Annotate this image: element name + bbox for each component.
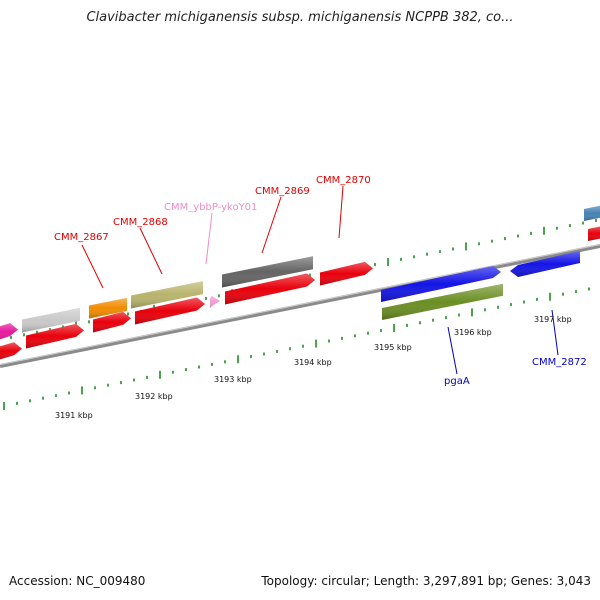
label-cmm-2869[interactable]: CMM_2869 <box>255 186 310 197</box>
feature-red-7[interactable] <box>588 226 600 241</box>
feature-steel-blue-shade <box>584 205 600 221</box>
scale-label-3192: 3192 kbp <box>135 392 173 401</box>
connector-cmm-ybp <box>205 212 213 265</box>
connector-cmm-2869 <box>261 196 282 254</box>
feature-red-1[interactable] <box>0 342 22 360</box>
gene-features[interactable] <box>0 205 600 360</box>
feature-dark-gray-shade <box>222 256 313 288</box>
scale-label-3194: 3194 kbp <box>294 358 332 367</box>
feature-light-gray[interactable] <box>22 307 80 333</box>
connector-cmm-2868 <box>139 227 163 275</box>
connector-cmm-2872 <box>551 309 559 356</box>
feature-red-3-shade <box>93 311 131 333</box>
feature-blue-long-shade <box>381 266 501 302</box>
backbone-highlight <box>0 244 600 366</box>
label-cmm-ybp[interactable]: CMM_ybbP-ykoY01 <box>164 202 257 213</box>
feature-red-4[interactable] <box>135 297 205 325</box>
accession-text: Accession: NC_009480 <box>9 574 146 588</box>
topology-text: Topology: circular; Length: 3,297,891 bp… <box>261 574 591 588</box>
connector-cmm-2867 <box>81 244 104 289</box>
feature-red-4-shade <box>135 297 205 325</box>
feature-olive-shade <box>382 283 503 320</box>
feature-red-2[interactable] <box>26 323 84 349</box>
label-cmm-2870[interactable]: CMM_2870 <box>316 175 371 186</box>
feature-orange-shade <box>89 297 127 319</box>
feature-olive[interactable] <box>382 283 503 320</box>
label-cmm-2867[interactable]: CMM_2867 <box>54 232 109 243</box>
label-cmm-2872[interactable]: CMM_2872 <box>532 357 587 368</box>
feature-pink-shade <box>210 296 220 308</box>
label-pgaA[interactable]: pgaA <box>444 376 470 387</box>
feature-red-6[interactable] <box>320 261 373 286</box>
scale-label-3195: 3195 kbp <box>374 343 412 352</box>
feature-blue-short-shade <box>510 251 580 277</box>
feature-orange[interactable] <box>89 297 127 319</box>
feature-red-7-shade <box>588 226 600 241</box>
feature-red-3[interactable] <box>93 311 131 333</box>
feature-red-6-shade <box>320 261 373 286</box>
feature-red-2-shade <box>26 323 84 349</box>
feature-khaki[interactable] <box>131 281 203 309</box>
connector-cmm-2870 <box>338 185 344 239</box>
scale-label-3191: 3191 kbp <box>55 411 93 420</box>
map-title: Clavibacter michiganensis subsp. michiga… <box>86 10 514 25</box>
connector-pgaA <box>447 326 458 375</box>
feature-blue-long[interactable] <box>381 266 501 302</box>
feature-magenta-shade <box>0 323 18 340</box>
scale-label-3196: 3196 kbp <box>454 328 492 337</box>
genome-backbone <box>0 244 600 368</box>
feature-light-gray-shade <box>22 307 80 333</box>
inner-tick-track <box>3 287 590 410</box>
scale-label-3197: 3197 kbp <box>534 315 572 324</box>
feature-dark-gray[interactable] <box>222 256 313 288</box>
feature-khaki-shade <box>131 281 203 309</box>
feature-red-1-shade <box>0 342 22 360</box>
feature-blue-short[interactable] <box>510 251 580 277</box>
scale-label-3193: 3193 kbp <box>214 375 252 384</box>
feature-magenta[interactable] <box>0 323 18 340</box>
feature-red-5[interactable] <box>225 273 315 305</box>
feature-pink[interactable] <box>210 296 220 308</box>
feature-red-5-shade <box>225 273 315 305</box>
feature-steel-blue[interactable] <box>584 205 600 221</box>
label-cmm-2868[interactable]: CMM_2868 <box>113 217 168 228</box>
